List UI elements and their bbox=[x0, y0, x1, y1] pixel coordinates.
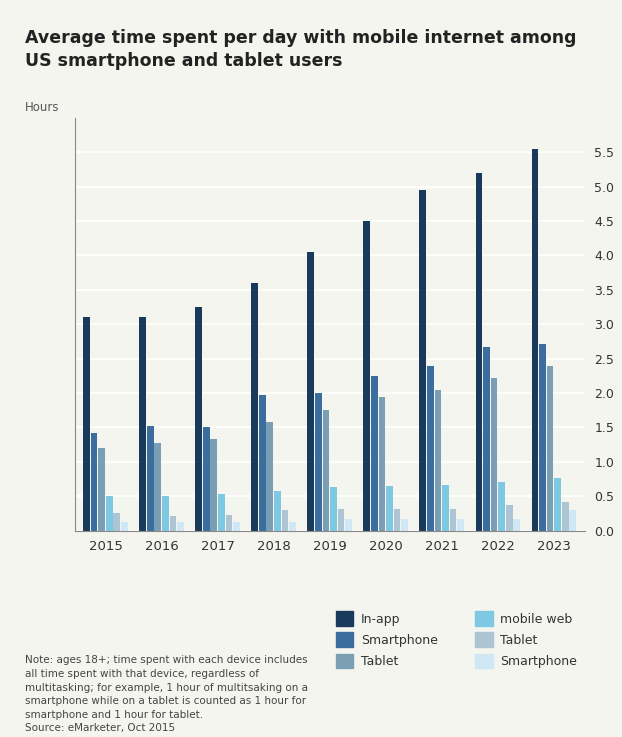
Bar bbox=[483, 347, 490, 531]
Bar bbox=[307, 252, 314, 531]
Bar bbox=[427, 366, 434, 531]
Bar bbox=[401, 519, 408, 531]
Bar bbox=[457, 519, 464, 531]
Text: Average time spent per day with mobile internet among
US smartphone and tablet u: Average time spent per day with mobile i… bbox=[25, 29, 577, 70]
Text: Hours: Hours bbox=[25, 101, 59, 114]
Bar bbox=[259, 395, 266, 531]
Bar bbox=[379, 397, 385, 531]
Bar bbox=[547, 366, 554, 531]
Bar bbox=[83, 318, 90, 531]
Bar bbox=[323, 411, 329, 531]
Bar bbox=[113, 514, 120, 531]
Bar bbox=[435, 390, 442, 531]
Bar bbox=[98, 448, 105, 531]
Bar bbox=[345, 519, 352, 531]
Bar bbox=[363, 221, 370, 531]
Bar bbox=[177, 522, 183, 531]
Bar bbox=[371, 376, 378, 531]
Bar bbox=[442, 484, 449, 531]
Bar bbox=[338, 509, 345, 531]
Bar bbox=[569, 510, 576, 531]
Bar bbox=[506, 505, 513, 531]
Bar bbox=[491, 378, 498, 531]
Bar bbox=[476, 173, 482, 531]
Bar bbox=[195, 307, 202, 531]
Bar bbox=[147, 426, 154, 531]
Bar bbox=[91, 433, 98, 531]
Bar bbox=[233, 522, 240, 531]
Bar bbox=[554, 478, 561, 531]
Bar bbox=[539, 343, 546, 531]
Bar bbox=[282, 510, 289, 531]
Legend: In-app, Smartphone, Tablet, mobile web, Tablet, Smartphone: In-app, Smartphone, Tablet, mobile web, … bbox=[336, 611, 577, 668]
Bar bbox=[139, 318, 146, 531]
Bar bbox=[274, 492, 281, 531]
Bar bbox=[218, 495, 225, 531]
Bar bbox=[226, 515, 232, 531]
Bar bbox=[315, 393, 322, 531]
Bar bbox=[121, 522, 128, 531]
Bar bbox=[562, 502, 569, 531]
Bar bbox=[170, 515, 176, 531]
Bar bbox=[419, 190, 426, 531]
Bar bbox=[289, 522, 296, 531]
Bar bbox=[266, 422, 273, 531]
Bar bbox=[154, 443, 161, 531]
Bar bbox=[450, 509, 457, 531]
Bar bbox=[498, 483, 505, 531]
Bar bbox=[106, 496, 113, 531]
Bar bbox=[210, 439, 217, 531]
Bar bbox=[251, 283, 258, 531]
Bar bbox=[394, 509, 401, 531]
Bar bbox=[162, 496, 169, 531]
Bar bbox=[203, 427, 210, 531]
Bar bbox=[513, 519, 520, 531]
Text: Note: ages 18+; time spent with each device includes
all time spent with that de: Note: ages 18+; time spent with each dev… bbox=[25, 655, 308, 733]
Bar bbox=[386, 486, 393, 531]
Bar bbox=[330, 487, 337, 531]
Bar bbox=[532, 149, 538, 531]
